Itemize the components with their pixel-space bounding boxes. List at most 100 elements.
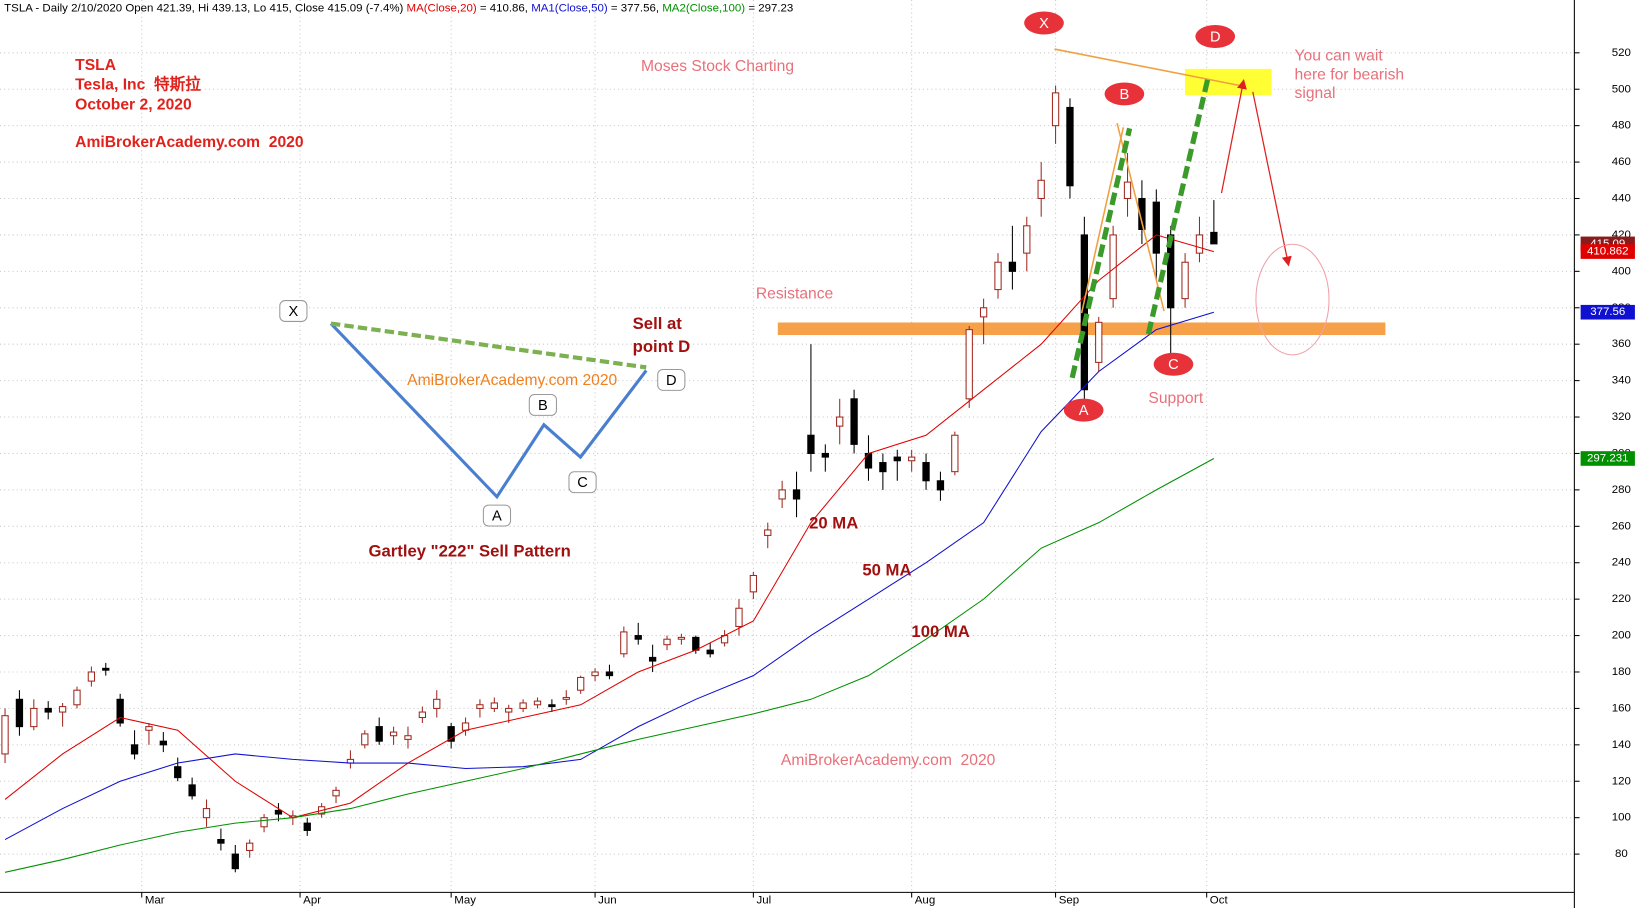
moving-averages [4,234,1215,873]
candle-body [404,735,412,740]
header-part: = 297.23 [745,2,793,14]
candle-body [274,809,283,815]
pattern-point: C [577,475,588,491]
y-tick-label: 180 [1612,666,1631,678]
annotation: Gartley "222" Sell Pattern [369,542,571,561]
candle-body [303,822,311,831]
candle-body [1095,321,1103,363]
candle-body [792,489,801,500]
candle-body [102,667,110,671]
annotation: Resistance [756,285,833,302]
y-tick-label: 100 [1612,812,1631,824]
candle-body [778,489,786,500]
candle-body [188,784,196,797]
candle-body [735,607,743,627]
candle-body [634,635,642,640]
y-tick-label: 400 [1612,265,1631,277]
header-part: = 377.56, [608,2,663,14]
foreground: 8010012014016018020022024026028030032034… [75,11,1635,907]
candle-body [562,696,570,700]
candles [1,85,1218,873]
candle-body [418,711,427,719]
header-part: MA2(Close,100) [662,2,745,14]
candle-body [648,656,657,662]
x-tick-label: May [454,895,476,907]
wave-point-oval [1195,25,1236,49]
ab-line [1080,127,1125,314]
candle-body [1037,179,1045,200]
y-tick-label: 440 [1612,193,1631,205]
candle-body [1210,231,1218,245]
candle-body [677,636,686,640]
candle-body [375,726,383,742]
x-tick-label: Mar [145,895,165,907]
candle-body [922,462,930,482]
annotation: You can wait [1295,48,1384,65]
candle-body [663,638,671,646]
candle-body [807,434,815,454]
candle-body [490,702,498,709]
annotation: 100 MA [911,622,969,641]
x-tick-label: Apr [303,895,321,907]
wave-point: B [1120,87,1130,103]
candle-body [994,261,1002,291]
wave-point-oval [1104,82,1145,106]
y-tick-label: 260 [1612,520,1631,532]
candle-body [692,636,700,651]
price-label-box [1580,244,1635,259]
candle-body [548,704,556,708]
candle-body [1138,197,1146,230]
header-part: TSLA - Daily 2/10/2020 Open 421.39, Hi 4… [4,2,406,14]
candle-body [1008,261,1017,272]
x-tick-label: Oct [1210,895,1229,907]
candle-body [908,456,916,462]
candle-body [620,631,628,655]
moving-average [4,234,1215,819]
candle-body [533,700,542,706]
gartley-pattern [329,322,648,500]
wave-point: X [1039,16,1049,32]
candle-body [44,707,52,713]
annotation: point D [633,337,690,356]
wave-point: C [1168,357,1179,373]
candle-body [1066,106,1074,187]
price-label-box [1580,451,1635,466]
candle-body [30,707,38,728]
annotation: Support [1148,390,1203,407]
candle-body [116,698,124,724]
wave-point-oval [1063,398,1104,422]
x-tick-label: Jul [756,895,771,907]
y-tick-label: 460 [1612,156,1631,168]
y-tick-label: 320 [1612,411,1631,423]
annotation: AmiBrokerAcademy.com 2020 [781,752,996,769]
target-ellipse [1255,243,1330,356]
candle-body [706,649,714,655]
pattern-point: B [538,398,548,414]
candle-body [476,704,484,709]
y-tick-label: 80 [1615,848,1628,860]
candle-body [145,726,153,731]
y-tick-label: 360 [1612,338,1631,350]
price-label-box [1580,304,1635,320]
annotation: October 2, 2020 [75,97,192,114]
pattern-point-box [279,300,308,322]
annotation: AmiBrokerAcademy.com 2020 [407,372,617,389]
annotation: Sell at [633,314,683,333]
header: TSLA - Daily 2/10/2020 Open 421.39, Hi 4… [4,2,793,14]
candle-body [461,722,470,731]
x-tick-label: Jun [598,895,617,907]
wave-point: D [1210,29,1221,45]
candle-body [836,416,844,427]
candle-body [15,698,24,728]
price-label: 410.862 [1587,246,1628,258]
candle-body [159,740,167,746]
wave-point: A [1079,403,1089,419]
y-tick-label: 340 [1612,375,1631,387]
annotation: here for bearish [1295,66,1405,83]
candle-body [965,329,973,400]
annotation: signal [1295,85,1336,102]
annotation: 50 MA [862,560,911,579]
price-label: 297.231 [1587,453,1628,465]
candle-body [591,671,599,677]
